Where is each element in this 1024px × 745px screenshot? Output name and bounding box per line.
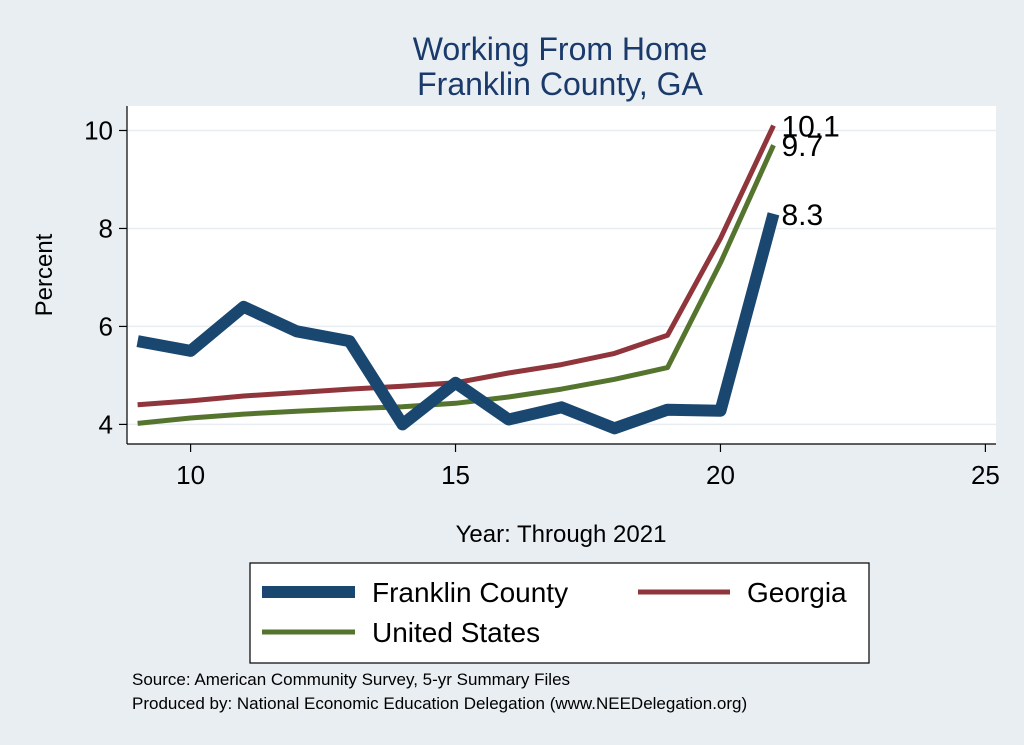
series-lines [136,124,780,435]
source-note: Source: American Community Survey, 5-yr … [132,670,570,689]
end-label-franklin-county: 8.3 [781,199,823,232]
legend-label-georgia: Georgia [747,577,847,608]
y-axis-label: Percent [31,233,58,316]
end-labels: 8.3 10.19.7 [781,111,839,232]
x-tick-label: 10 [176,460,205,490]
producer-note: Produced by: National Economic Education… [132,694,747,713]
x-tick-label: 15 [441,460,470,490]
chart-title-line-2: Franklin County, GA [417,66,703,102]
end-label-georgia: 10.1 [781,111,839,144]
series-line-franklin-county [136,212,780,435]
series-line-united-states [137,144,776,426]
x-tick-label: 25 [971,460,1000,490]
end-label-united-states: 9.7 [781,130,823,163]
y-tick-label: 6 [99,311,113,341]
chart-title-line-1: Working From Home [413,31,708,67]
legend-box [249,562,870,664]
legend-label-franklin-county: Franklin County [372,577,568,608]
y-tick-label: 4 [99,409,113,439]
y-tick-label: 10 [84,115,113,145]
x-tick-label: 20 [706,460,735,490]
x-axis-label: Year: Through 2021 [456,521,667,548]
legend: Franklin County Georgia United States [249,562,870,664]
gridlines [127,129,996,426]
axes: 4 6 8 10 10 15 20 25 [84,106,1000,490]
y-tick-label: 8 [99,213,113,243]
legend-label-united-states: United States [372,617,540,648]
